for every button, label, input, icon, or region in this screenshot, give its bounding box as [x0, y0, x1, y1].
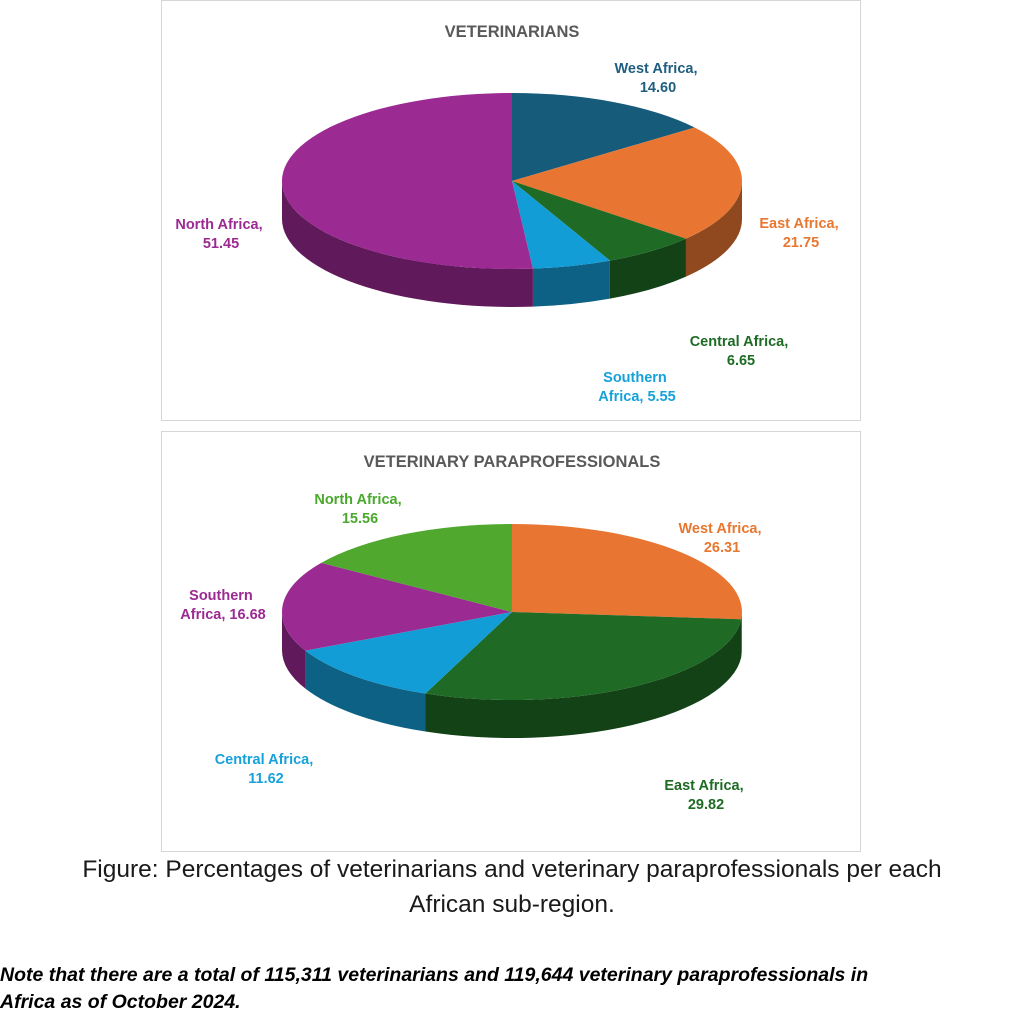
- slice-label-west-africa: West Africa, 14.60: [614, 61, 701, 96]
- pie-side-east-africa: [685, 181, 742, 277]
- pie-side-east-africa: [425, 619, 742, 738]
- chart-title: VETERINARIANS: [445, 23, 580, 41]
- pie-slice-west-africa: [512, 524, 742, 620]
- pie-side-north-africa: [282, 181, 533, 308]
- pie-slice-north-africa: [282, 93, 533, 269]
- slice-label-north-africa: North Africa, 51.45: [175, 217, 266, 252]
- pie-side-southern: [532, 260, 610, 307]
- slice-label-southern-africa: Southern Africa, 16.68: [180, 588, 265, 623]
- pie-slice-southern: [282, 562, 512, 651]
- figure-caption: Figure: Percentages of veterinarians and…: [0, 852, 1024, 922]
- pie-slice-southern: [512, 181, 610, 269]
- veterinarians-pie-chart: VETERINARIANS West Africa, 14.60 East Af…: [175, 23, 842, 405]
- note-line: Note that there are a total of 115,311 v…: [0, 964, 869, 986]
- slice-label-central-africa: Central Africa, 6.65: [690, 334, 793, 369]
- slice-label-west-africa: West Africa, 26.31: [678, 521, 765, 556]
- paraprofessionals-pie-chart: VETERINARY PARAPROFESSIONALS West Africa…: [180, 453, 765, 813]
- slice-label-central-africa: Central Africa, 11.62: [215, 752, 318, 787]
- pie-slice-east-africa: [425, 612, 742, 700]
- caption-line: Figure: Percentages of veterinarians and…: [82, 856, 942, 883]
- pie-side-southern: [282, 612, 306, 689]
- paraprofessionals-chart-panel: VETERINARY PARAPROFESSIONALS West Africa…: [161, 431, 861, 852]
- totals-note: Note that there are a total of 115,311 v…: [0, 962, 1024, 1016]
- chart-title: VETERINARY PARAPROFESSIONALS: [364, 453, 661, 471]
- note-line: Africa as of October 2024.: [0, 991, 241, 1013]
- pie-slice-west-africa: [512, 93, 695, 181]
- pie-slice-north-africa: [321, 524, 512, 612]
- pie-slice-central-africa: [305, 612, 512, 694]
- slice-label-north-africa: North Africa, 15.56: [314, 492, 405, 527]
- pie-side-central-africa: [609, 238, 686, 299]
- pie-slice-central-africa: [512, 181, 686, 261]
- pie-slice-east-africa: [512, 127, 742, 239]
- pie-side-central-africa: [305, 650, 426, 732]
- slice-label-east-africa: East Africa, 29.82: [664, 778, 747, 813]
- caption-line: African sub-region.: [409, 891, 615, 918]
- slice-label-east-africa: East Africa, 21.75: [759, 216, 842, 251]
- slice-label-southern-africa: Southern Africa, 5.55: [598, 370, 675, 405]
- pie-side-west-africa: [741, 612, 742, 658]
- veterinarians-chart-panel: VETERINARIANS West Africa, 14.60 East Af…: [161, 0, 861, 421]
